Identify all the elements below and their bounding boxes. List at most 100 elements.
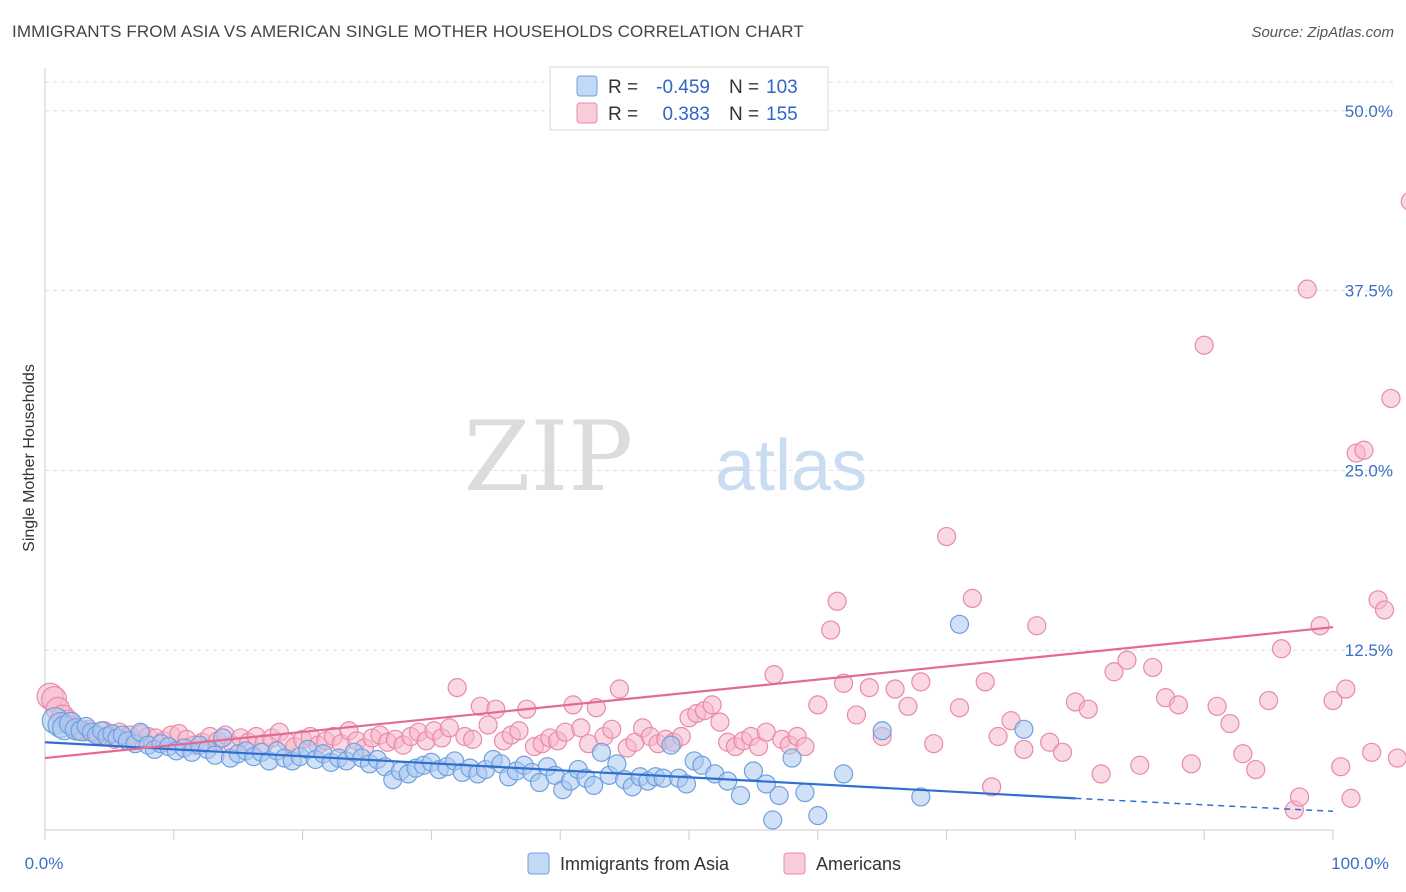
y-tick-label: 37.5% bbox=[1345, 282, 1393, 301]
trend-line-asia-extension bbox=[1075, 797, 1334, 813]
data-point bbox=[808, 806, 828, 826]
y-tick-labels: 12.5% 25.0% 37.5% 50.0% bbox=[1345, 102, 1393, 660]
data-point bbox=[1310, 616, 1330, 636]
trend-lines bbox=[44, 626, 1334, 813]
watermark: ZIP atlas bbox=[464, 401, 867, 513]
legend-r-label-1: R = bbox=[608, 77, 638, 98]
trend-line-asia bbox=[44, 741, 1076, 800]
data-point bbox=[447, 677, 467, 698]
data-point bbox=[756, 774, 776, 794]
series-label-asia: Immigrants from Asia bbox=[560, 854, 730, 874]
watermark-zip: ZIP bbox=[464, 401, 633, 513]
data-point bbox=[1400, 192, 1406, 210]
data-point bbox=[1233, 744, 1253, 764]
data-point bbox=[1336, 679, 1356, 699]
series-swatch-americans bbox=[783, 852, 806, 875]
data-point bbox=[571, 718, 591, 738]
data-point bbox=[607, 754, 627, 774]
data-point bbox=[782, 748, 802, 768]
data-point bbox=[911, 787, 931, 807]
data-point bbox=[833, 673, 854, 693]
data-point bbox=[1181, 754, 1201, 774]
data-point bbox=[1117, 650, 1137, 670]
legend-r-value-1: -0.459 bbox=[656, 77, 710, 98]
asia-points bbox=[41, 614, 1034, 830]
data-point bbox=[1354, 440, 1374, 460]
data-point bbox=[1362, 742, 1382, 762]
data-point bbox=[1331, 757, 1351, 777]
data-point bbox=[769, 785, 789, 806]
data-point bbox=[602, 719, 622, 739]
legend-r-value-2: 0.383 bbox=[662, 104, 710, 125]
data-point bbox=[1207, 696, 1227, 716]
series-swatch-asia bbox=[527, 852, 550, 875]
legend-n-value-2: 155 bbox=[766, 104, 798, 125]
data-point bbox=[898, 696, 918, 716]
data-point bbox=[1258, 690, 1279, 711]
data-point bbox=[1130, 755, 1150, 775]
data-point bbox=[1168, 695, 1189, 715]
data-point bbox=[795, 782, 815, 803]
data-point bbox=[1374, 600, 1395, 620]
data-point bbox=[676, 774, 697, 794]
data-point bbox=[1091, 764, 1111, 784]
data-point bbox=[1289, 787, 1310, 807]
data-point bbox=[885, 679, 905, 699]
y-tick-label: 12.5% bbox=[1345, 641, 1393, 660]
data-point bbox=[1297, 279, 1317, 299]
data-point bbox=[936, 526, 957, 547]
data-point bbox=[213, 728, 233, 748]
source-label: Source: ZipAtlas.com bbox=[1251, 24, 1394, 41]
x-tick-label-max: 100.0% bbox=[1331, 854, 1389, 873]
data-point bbox=[988, 726, 1008, 747]
data-point bbox=[609, 679, 630, 699]
data-point bbox=[702, 695, 722, 715]
data-point bbox=[529, 772, 550, 793]
data-point bbox=[808, 695, 828, 715]
data-point bbox=[795, 736, 815, 757]
trend-line-americans bbox=[44, 626, 1334, 760]
legend-n-label-2: N = bbox=[729, 104, 759, 125]
data-point bbox=[962, 588, 982, 609]
data-point bbox=[1387, 748, 1406, 768]
data-point bbox=[1027, 616, 1047, 636]
data-point bbox=[1323, 690, 1343, 711]
legend-swatch-blue bbox=[576, 75, 598, 97]
data-point bbox=[591, 742, 612, 762]
y-tick-label: 50.0% bbox=[1345, 102, 1393, 121]
legend-n-label-1: N = bbox=[729, 77, 759, 98]
correlation-legend: R = -0.459 N = 103 R = 0.383 N = 155 bbox=[549, 66, 829, 131]
data-point bbox=[833, 764, 854, 784]
data-point bbox=[1143, 657, 1163, 678]
data-point bbox=[1381, 388, 1401, 409]
data-point bbox=[710, 712, 730, 732]
data-point bbox=[463, 729, 483, 749]
data-point bbox=[949, 614, 970, 634]
data-point bbox=[1078, 699, 1098, 719]
data-point bbox=[1341, 788, 1361, 808]
data-point bbox=[764, 665, 784, 685]
data-point bbox=[1052, 742, 1073, 762]
data-point bbox=[975, 672, 995, 692]
data-point bbox=[846, 705, 867, 725]
y-axis-title: Single Mother Households bbox=[21, 364, 38, 552]
data-point bbox=[486, 699, 506, 719]
data-point bbox=[1104, 662, 1124, 682]
legend-r-label-2: R = bbox=[608, 104, 638, 125]
data-point bbox=[924, 734, 944, 754]
data-point bbox=[911, 672, 931, 692]
data-point bbox=[756, 722, 776, 742]
data-point bbox=[584, 775, 604, 796]
data-point bbox=[478, 715, 498, 735]
data-point bbox=[1040, 732, 1060, 752]
legend-n-value-1: 103 bbox=[766, 77, 798, 98]
data-point bbox=[509, 721, 529, 741]
data-point bbox=[1246, 759, 1266, 780]
x-tick-label-min: 0.0% bbox=[25, 854, 64, 873]
data-point bbox=[949, 698, 970, 718]
data-point bbox=[1014, 739, 1034, 760]
legend-swatch-pink bbox=[576, 102, 598, 124]
data-point bbox=[730, 785, 751, 806]
data-point bbox=[872, 721, 892, 741]
